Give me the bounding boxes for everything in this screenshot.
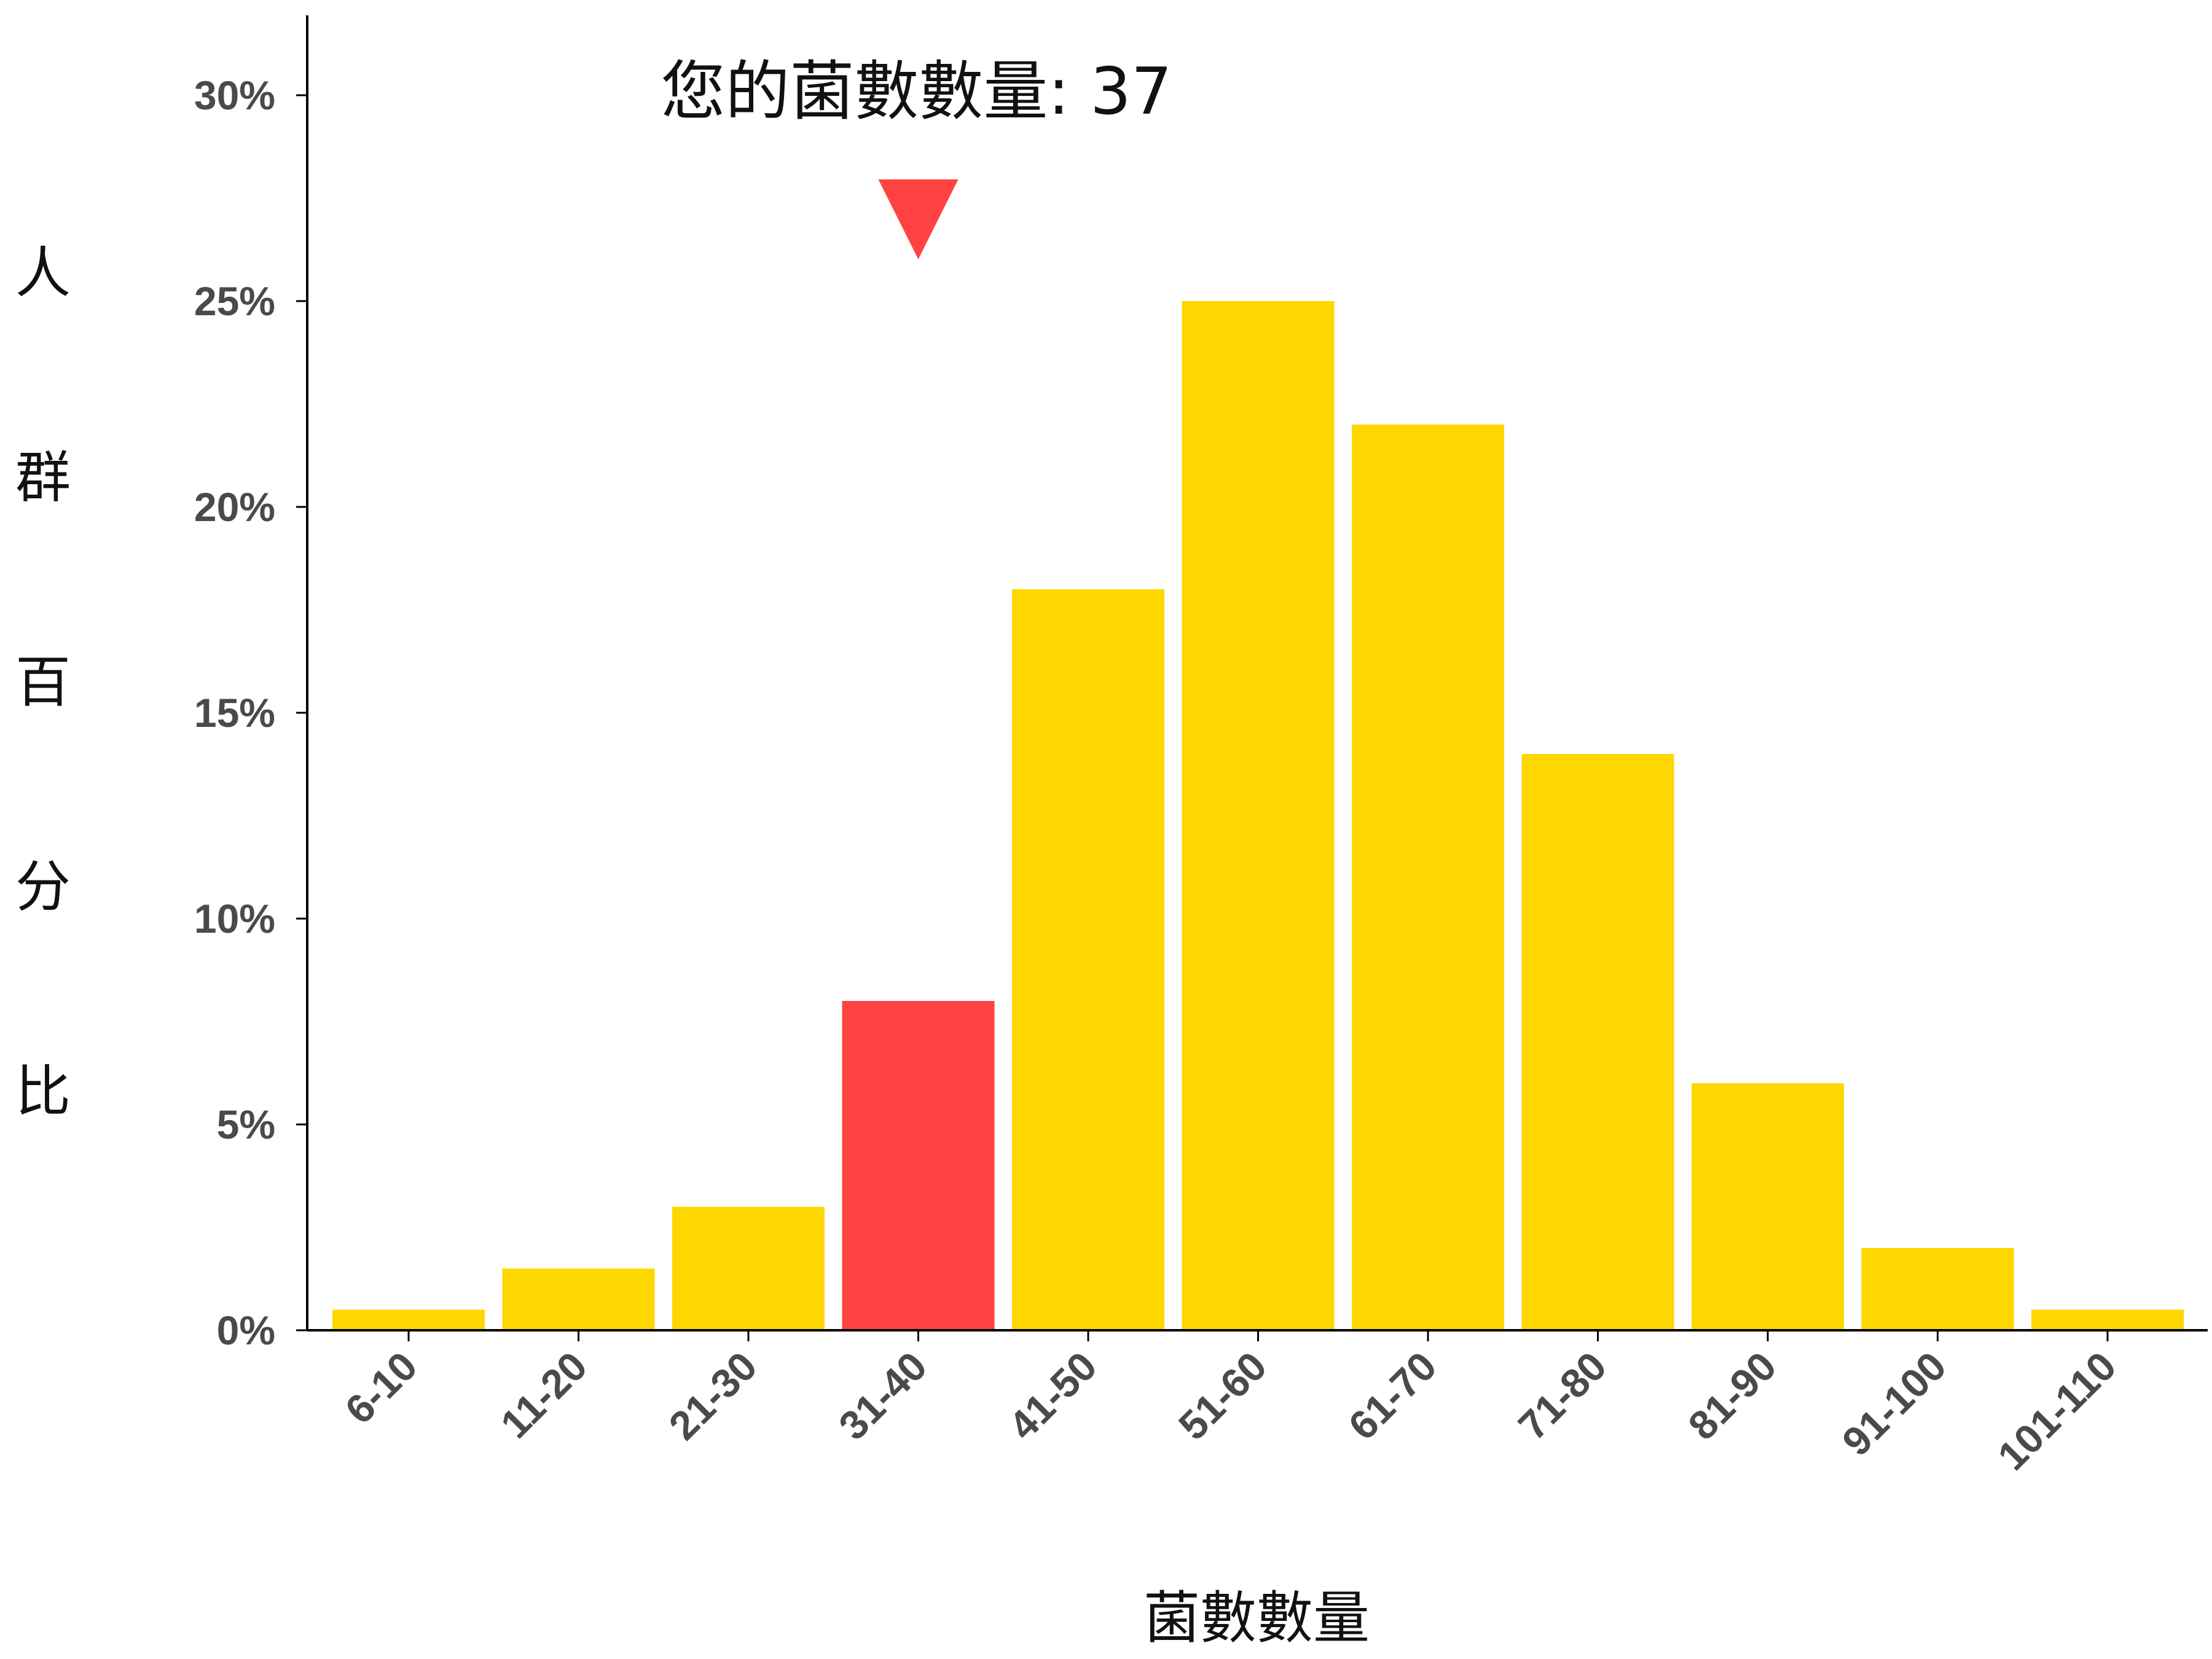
x-tick-label: 81-90 [1679,1343,1785,1449]
bar-11-20 [502,1268,655,1330]
bar-61-70 [1352,425,1504,1330]
y-tick-label: 10% [194,896,275,941]
y-tick-label: 0% [217,1308,275,1353]
bar-6-10 [332,1309,485,1330]
x-axis-label: 菌數數量 [1143,1585,1370,1651]
y-ticks-group: 0% 5% 10% 15% 20% 25% 30% [194,73,307,1353]
x-tick-label: 6-10 [336,1343,426,1433]
y-axis-label-char: 人 [15,241,71,305]
x-tick-label: 101-110 [1989,1343,2125,1479]
your-value-marker-icon [878,179,959,259]
y-tick-label: 20% [194,484,275,530]
x-tick-label: 91-100 [1834,1343,1955,1465]
x-tick-label: 41-50 [1000,1343,1105,1449]
y-tick-label: 25% [194,278,275,324]
bar-21-30 [672,1207,825,1330]
x-tick-label: 71-80 [1510,1343,1615,1449]
x-tick-label: 31-40 [830,1343,936,1449]
y-axis-label-char: 百 [15,650,71,715]
bar-51-60 [1182,301,1335,1330]
x-tick-label: 21-30 [660,1343,766,1449]
y-axis-label-char: 比 [15,1059,71,1124]
x-tick-label: 61-70 [1339,1343,1445,1449]
x-ticks-group: 6-10 11-20 21-30 31-40 41-50 51-60 61-70 71-80 8… [336,1330,2125,1479]
y-axis-label-char: 群 [15,445,71,510]
y-tick-label: 15% [194,690,275,735]
y-tick-label: 30% [194,73,275,118]
y-axis-label-char: 分 [15,855,71,919]
x-tick-label: 51-60 [1170,1343,1276,1449]
bars-group [332,301,2184,1330]
bar-81-90 [1692,1083,1844,1330]
y-tick-label: 5% [217,1102,275,1147]
bar-31-40 [842,1001,995,1330]
bar-41-50 [1012,589,1164,1330]
bar-101-110 [2031,1309,2184,1330]
bar-91-100 [1861,1248,2014,1330]
your-value-annotation: 您的菌數數量: 37 [661,54,1172,129]
bar-71-80 [1521,754,1674,1330]
x-tick-label: 11-20 [492,1343,595,1447]
